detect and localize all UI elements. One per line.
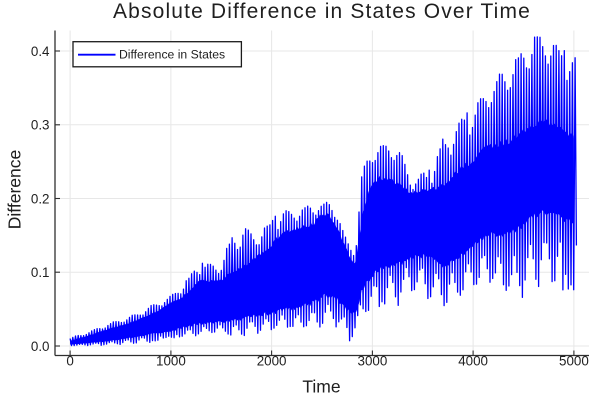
svg-text:0.1: 0.1 [31, 265, 50, 280]
svg-text:2000: 2000 [257, 354, 287, 369]
svg-text:5000: 5000 [559, 354, 589, 369]
svg-text:0.2: 0.2 [31, 191, 50, 206]
svg-text:Absolute Difference in States: Absolute Difference in States Over Time [113, 0, 531, 23]
svg-text:0.3: 0.3 [31, 118, 50, 133]
svg-text:1000: 1000 [156, 354, 186, 369]
svg-text:3000: 3000 [358, 354, 388, 369]
svg-text:0.4: 0.4 [31, 44, 50, 59]
svg-text:0: 0 [66, 354, 73, 369]
svg-text:0.0: 0.0 [31, 339, 50, 354]
svg-text:Difference: Difference [5, 150, 25, 229]
svg-text:4000: 4000 [458, 354, 488, 369]
svg-text:Time: Time [302, 377, 340, 397]
svg-text:Difference in States: Difference in States [119, 48, 225, 62]
